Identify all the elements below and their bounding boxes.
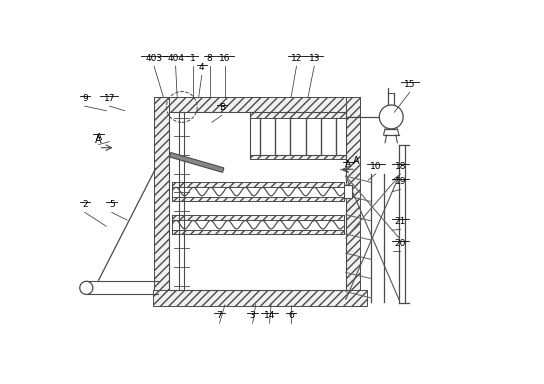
Polygon shape <box>170 152 224 172</box>
Bar <box>250 111 346 118</box>
Text: 15: 15 <box>404 80 416 89</box>
Text: 8: 8 <box>207 54 212 63</box>
Bar <box>154 290 361 305</box>
Text: A: A <box>345 160 351 169</box>
Text: 2: 2 <box>82 200 88 209</box>
Text: A: A <box>353 156 359 166</box>
Bar <box>172 197 344 201</box>
Bar <box>154 97 169 305</box>
Circle shape <box>379 105 403 129</box>
Text: 20: 20 <box>395 239 406 248</box>
Text: B: B <box>219 103 225 112</box>
Text: 1: 1 <box>190 54 195 63</box>
Text: 16: 16 <box>219 54 231 63</box>
Bar <box>346 97 361 305</box>
Text: A: A <box>96 132 102 142</box>
Bar <box>172 230 344 234</box>
Bar <box>344 185 352 198</box>
Bar <box>250 155 346 159</box>
Text: 19: 19 <box>395 177 406 186</box>
Text: 17: 17 <box>104 94 115 103</box>
Bar <box>152 290 367 306</box>
Text: 6: 6 <box>288 311 294 320</box>
Text: 4: 4 <box>199 63 205 72</box>
Text: 404: 404 <box>167 54 184 63</box>
Text: 7: 7 <box>217 311 222 320</box>
Text: 10: 10 <box>370 162 381 171</box>
Text: 5: 5 <box>109 200 115 209</box>
Bar <box>172 182 344 187</box>
Text: 403: 403 <box>145 54 163 63</box>
Text: 21: 21 <box>395 217 406 226</box>
Text: 9: 9 <box>82 94 88 103</box>
Text: 3: 3 <box>250 311 256 320</box>
Text: A: A <box>95 135 102 145</box>
Bar <box>172 215 344 220</box>
Text: 13: 13 <box>308 54 320 63</box>
Text: 18: 18 <box>395 162 406 171</box>
Text: 14: 14 <box>264 311 275 320</box>
Text: 12: 12 <box>291 54 302 63</box>
Circle shape <box>80 281 93 295</box>
Bar <box>154 97 361 111</box>
